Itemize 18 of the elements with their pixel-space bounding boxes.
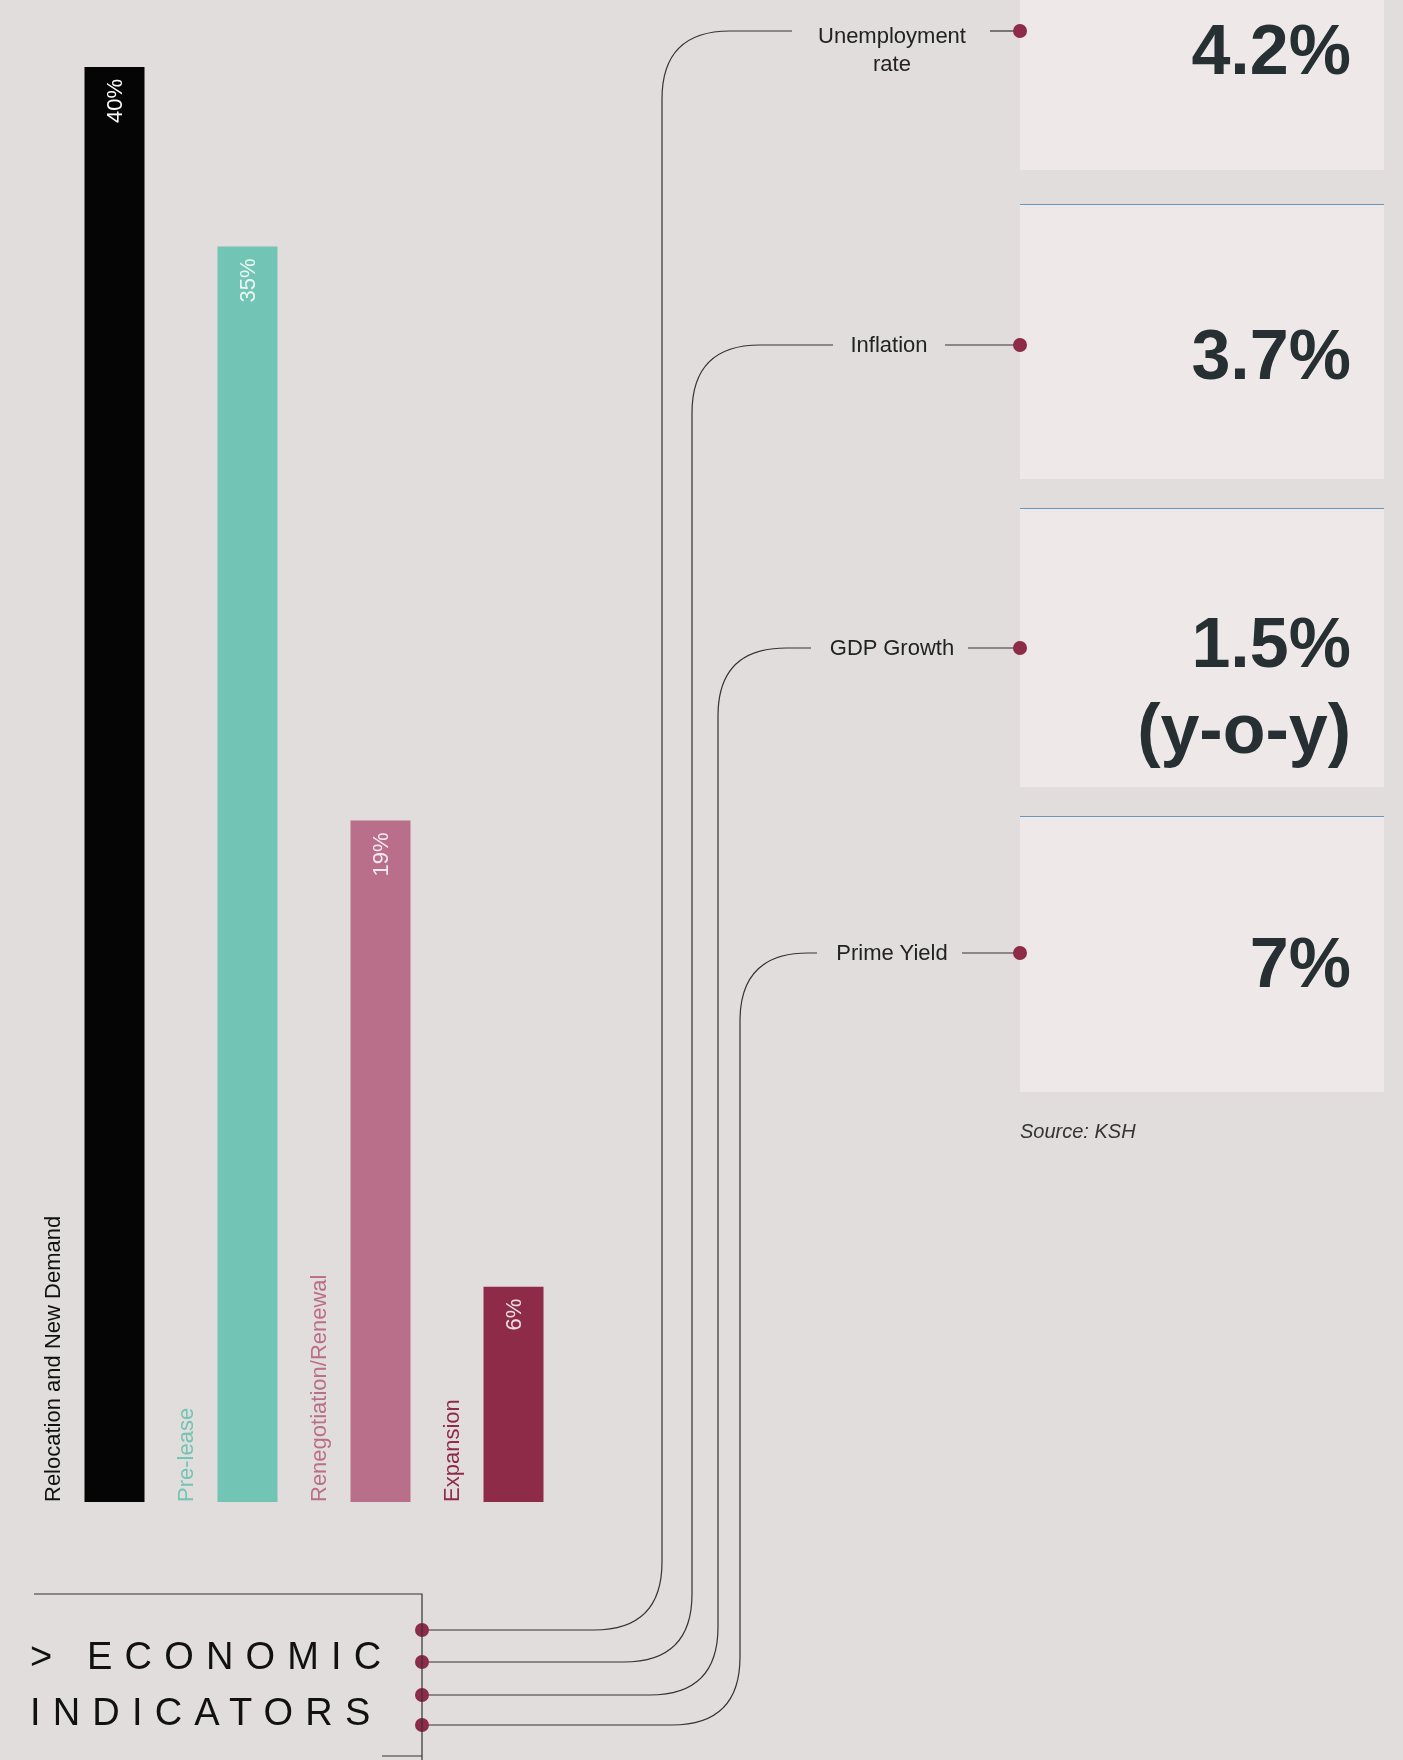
text: 3.7% [1191, 316, 1351, 394]
data-label: 6% [501, 1298, 526, 1331]
data-label: 19% [368, 832, 393, 877]
category-label: Unemployment rate [817, 22, 967, 78]
category-label: Prime Yield [835, 939, 949, 967]
text: 4.2% [1191, 11, 1351, 89]
text: > ECONOMIC INDICATORS [30, 1634, 395, 1735]
category-label: Pre-lease [173, 1407, 198, 1502]
data-label: 40% [102, 79, 127, 124]
category-label: Renegotiation/Renewal [306, 1274, 331, 1502]
text: 1.5% (y-o-y) [1137, 604, 1351, 768]
category-label: GDP Growth [828, 634, 956, 662]
category-label: Relocation and New Demand [40, 1215, 65, 1502]
data-label: 35% [235, 258, 260, 303]
source-note: Source: KSH [1020, 1120, 1136, 1143]
category-label: Expansion [439, 1399, 464, 1502]
category-label: Inflation [849, 331, 929, 359]
text: 7% [1249, 924, 1351, 1002]
